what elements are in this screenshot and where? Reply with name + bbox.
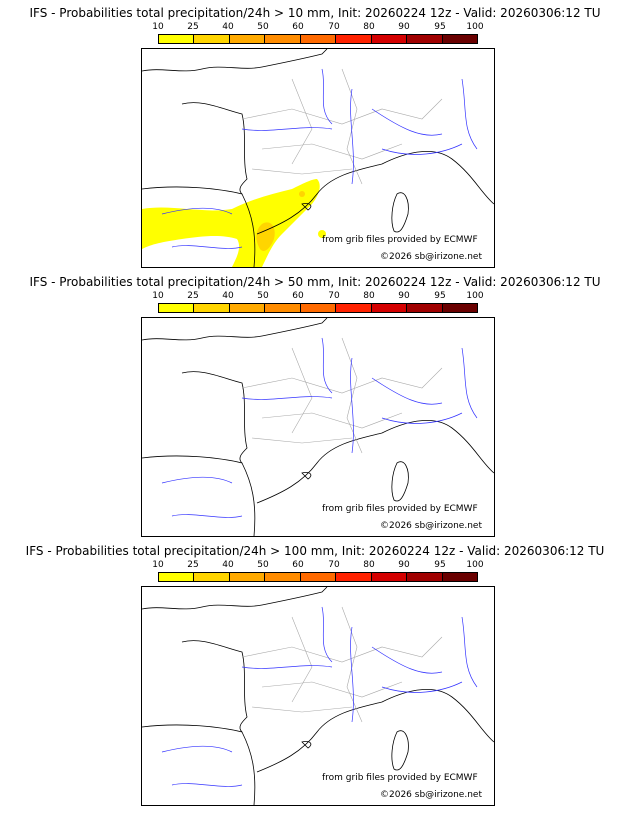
colorbar-tick: 25 bbox=[187, 560, 199, 570]
colorbar-segment bbox=[442, 35, 477, 43]
forecast-panel: IFS - Probabilities total precipitation/… bbox=[0, 269, 630, 538]
colorbar-segment bbox=[159, 35, 195, 43]
forecast-panel: IFS - Probabilities total precipitation/… bbox=[0, 0, 630, 269]
colorbar-segment bbox=[300, 573, 337, 581]
colorbar-segment bbox=[265, 304, 301, 312]
colorbar-segment bbox=[407, 35, 443, 43]
colorbar bbox=[158, 34, 478, 44]
borders bbox=[241, 337, 443, 454]
colorbar-segment bbox=[194, 35, 230, 43]
colorbar-tick: 80 bbox=[363, 291, 375, 301]
colorbar-tick: 50 bbox=[257, 22, 269, 32]
colorbar bbox=[158, 303, 478, 313]
coastline bbox=[142, 49, 494, 267]
colorbar-ticks: 10 25 40 50 60 70 80 90 95 100 bbox=[152, 291, 483, 302]
borders bbox=[241, 68, 443, 185]
colorbar-segment bbox=[336, 573, 372, 581]
colorbar-tick: 60 bbox=[292, 291, 304, 301]
source-credit: from grib files provided by ECMWF bbox=[322, 773, 478, 783]
map: from grib files provided by ECMWF ©2026 … bbox=[141, 317, 495, 537]
map: from grib files provided by ECMWF ©2026 … bbox=[141, 48, 495, 268]
colorbar-segment bbox=[336, 304, 372, 312]
borders bbox=[241, 606, 443, 723]
coastline bbox=[142, 587, 494, 805]
colorbar-tick: 95 bbox=[434, 560, 446, 570]
source-credit: from grib files provided by ECMWF bbox=[322, 504, 478, 514]
colorbar-tick: 95 bbox=[434, 22, 446, 32]
copyright-credit: ©2026 sb@irizone.net bbox=[380, 790, 482, 800]
colorbar-tick: 100 bbox=[466, 560, 484, 570]
colorbar-tick: 60 bbox=[292, 560, 304, 570]
forecast-panel: IFS - Probabilities total precipitation/… bbox=[0, 538, 630, 807]
colorbar-tick: 40 bbox=[222, 291, 234, 301]
colorbar-tick: 90 bbox=[398, 560, 410, 570]
colorbar-tick: 95 bbox=[434, 291, 446, 301]
colorbar-segment bbox=[229, 35, 266, 43]
colorbar-segment bbox=[194, 304, 230, 312]
coastline bbox=[142, 318, 494, 536]
colorbar-tick: 10 bbox=[152, 560, 164, 570]
colorbar-tick: 25 bbox=[187, 22, 199, 32]
colorbar-tick: 90 bbox=[398, 22, 410, 32]
colorbar-tick: 10 bbox=[152, 291, 164, 301]
colorbar-ticks: 10 25 40 50 60 70 80 90 95 100 bbox=[152, 22, 483, 33]
colorbar-segment bbox=[159, 304, 195, 312]
rivers bbox=[161, 337, 478, 518]
colorbar-tick: 60 bbox=[292, 22, 304, 32]
colorbar-segment bbox=[442, 304, 477, 312]
copyright-credit: ©2026 sb@irizone.net bbox=[380, 521, 482, 531]
colorbar-tick: 40 bbox=[222, 560, 234, 570]
colorbar-segment bbox=[336, 35, 372, 43]
colorbar-tick: 70 bbox=[328, 22, 340, 32]
colorbar-segment bbox=[300, 304, 337, 312]
colorbar-segment bbox=[159, 573, 195, 581]
colorbar-tick: 40 bbox=[222, 22, 234, 32]
colorbar-segment bbox=[265, 573, 301, 581]
colorbar-segment bbox=[407, 304, 443, 312]
colorbar-tick: 50 bbox=[257, 560, 269, 570]
colorbar-segment bbox=[407, 573, 443, 581]
colorbar-segment bbox=[371, 573, 408, 581]
colorbar bbox=[158, 572, 478, 582]
panel-title: IFS - Probabilities total precipitation/… bbox=[29, 275, 601, 289]
colorbar-tick: 25 bbox=[187, 291, 199, 301]
colorbar-tick: 70 bbox=[328, 291, 340, 301]
source-credit: from grib files provided by ECMWF bbox=[322, 235, 478, 245]
colorbar-tick: 100 bbox=[466, 22, 484, 32]
rivers bbox=[161, 606, 478, 787]
precipitation-probability-area bbox=[142, 179, 326, 267]
copyright-credit: ©2026 sb@irizone.net bbox=[380, 252, 482, 262]
colorbar-segment bbox=[229, 573, 266, 581]
colorbar-segment bbox=[371, 304, 408, 312]
colorbar-segment bbox=[194, 573, 230, 581]
colorbar-tick: 50 bbox=[257, 291, 269, 301]
colorbar-segment bbox=[442, 573, 477, 581]
panel-title: IFS - Probabilities total precipitation/… bbox=[25, 544, 605, 558]
colorbar-tick: 80 bbox=[363, 560, 375, 570]
panel-title: IFS - Probabilities total precipitation/… bbox=[29, 6, 601, 20]
colorbar-tick: 90 bbox=[398, 291, 410, 301]
colorbar-segment bbox=[300, 35, 337, 43]
colorbar-segment bbox=[371, 35, 408, 43]
colorbar-tick: 100 bbox=[466, 291, 484, 301]
map: from grib files provided by ECMWF ©2026 … bbox=[141, 586, 495, 806]
colorbar-tick: 70 bbox=[328, 560, 340, 570]
colorbar-segment bbox=[229, 304, 266, 312]
colorbar-tick: 10 bbox=[152, 22, 164, 32]
colorbar-segment bbox=[265, 35, 301, 43]
colorbar-ticks: 10 25 40 50 60 70 80 90 95 100 bbox=[152, 560, 483, 571]
colorbar-tick: 80 bbox=[363, 22, 375, 32]
rivers bbox=[161, 68, 478, 249]
